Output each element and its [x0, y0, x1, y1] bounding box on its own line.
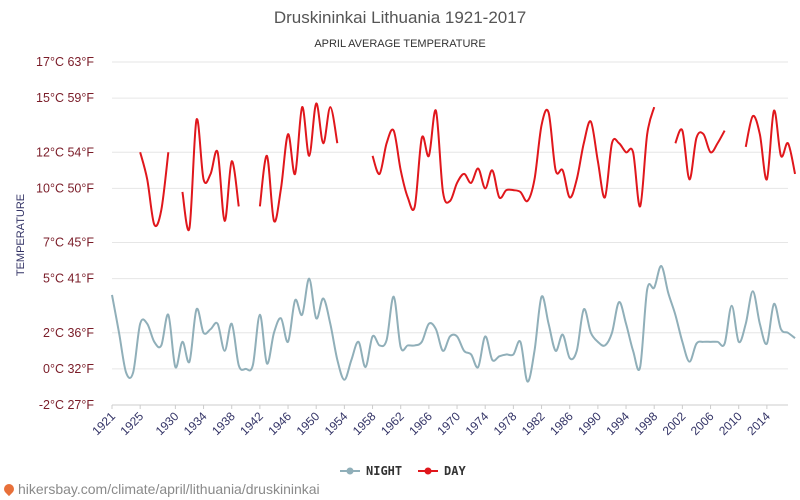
day-series-line [181, 118, 240, 232]
y-axis-ticks: 17°C 63°F 15°C 59°F 12°C 54°F 10°C 50°F 7°C … [36, 55, 94, 412]
y-tick-label: 10°C 50°F [36, 181, 94, 195]
y-tick-label: 5°C 41°F [43, 272, 94, 286]
day-series-line [744, 109, 797, 181]
x-tick-label: 2010 [716, 409, 745, 438]
day-series-line [371, 106, 656, 212]
legend-label[interactable]: NIGHT [366, 464, 402, 478]
legend-label[interactable]: DAY [444, 464, 466, 478]
location-pin-icon [1, 481, 17, 497]
chart-legend[interactable]: NIGHT DAY [340, 464, 466, 478]
day-series-line [674, 128, 726, 181]
x-tick-label: 1970 [434, 409, 463, 438]
y-tick-label: 7°C 45°F [43, 236, 94, 250]
y-tick-label: 2°C 36°F [43, 326, 94, 340]
x-tick-label: 1950 [294, 409, 323, 438]
x-tick-label: 1954 [322, 409, 351, 438]
x-tick-label: 1966 [406, 409, 435, 438]
x-tick-label: 1921 [89, 409, 118, 438]
x-tick-label: 2002 [660, 409, 689, 438]
x-tick-label: 1974 [463, 409, 492, 438]
x-tick-label: 1942 [237, 409, 266, 438]
chart-series [111, 102, 797, 383]
x-tick-label: 1998 [632, 409, 661, 438]
y-tick-label: 12°C 54°F [36, 145, 94, 159]
y-axis-label: TEMPERATURE [15, 194, 27, 276]
day-series-line [139, 152, 170, 228]
y-tick-label: 17°C 63°F [36, 55, 94, 69]
legend-marker [346, 467, 354, 475]
x-tick-label: 1978 [491, 409, 520, 438]
x-tick-label: 1938 [209, 409, 238, 438]
x-tick-label: 1930 [153, 409, 182, 438]
source-url: hikersbay.com/climate/april/lithuania/dr… [18, 481, 320, 497]
source-link[interactable]: hikersbay.com/climate/april/lithuania/dr… [1, 481, 320, 497]
night-series-line [111, 264, 796, 383]
x-tick-label: 1925 [118, 409, 147, 438]
y-tick-label: -2°C 27°F [39, 398, 95, 412]
x-tick-label: 2006 [688, 409, 717, 438]
x-tick-label: 1986 [547, 409, 576, 438]
x-tick-label: 2014 [744, 409, 773, 438]
chart-title: Druskininkai Lithuania 1921-2017 [274, 8, 526, 27]
x-tick-label: 1982 [519, 409, 548, 438]
chart-subtitle: APRIL AVERAGE TEMPERATURE [314, 38, 485, 50]
x-tick-label: 1994 [603, 409, 632, 438]
x-tick-label: 1946 [265, 409, 294, 438]
x-tick-label: 1934 [181, 409, 210, 438]
x-tick-label: 1990 [575, 409, 604, 438]
x-tick-label: 1962 [378, 409, 407, 438]
x-axis-ticks: 1921 1925 1930 1934 1938 1942 1946 1950 1954 1958… [89, 404, 788, 438]
legend-marker [424, 467, 432, 475]
y-tick-label: 0°C 32°F [43, 362, 94, 376]
day-series-line [258, 102, 339, 223]
x-tick-label: 1958 [350, 409, 379, 438]
y-tick-label: 15°C 59°F [36, 91, 94, 105]
